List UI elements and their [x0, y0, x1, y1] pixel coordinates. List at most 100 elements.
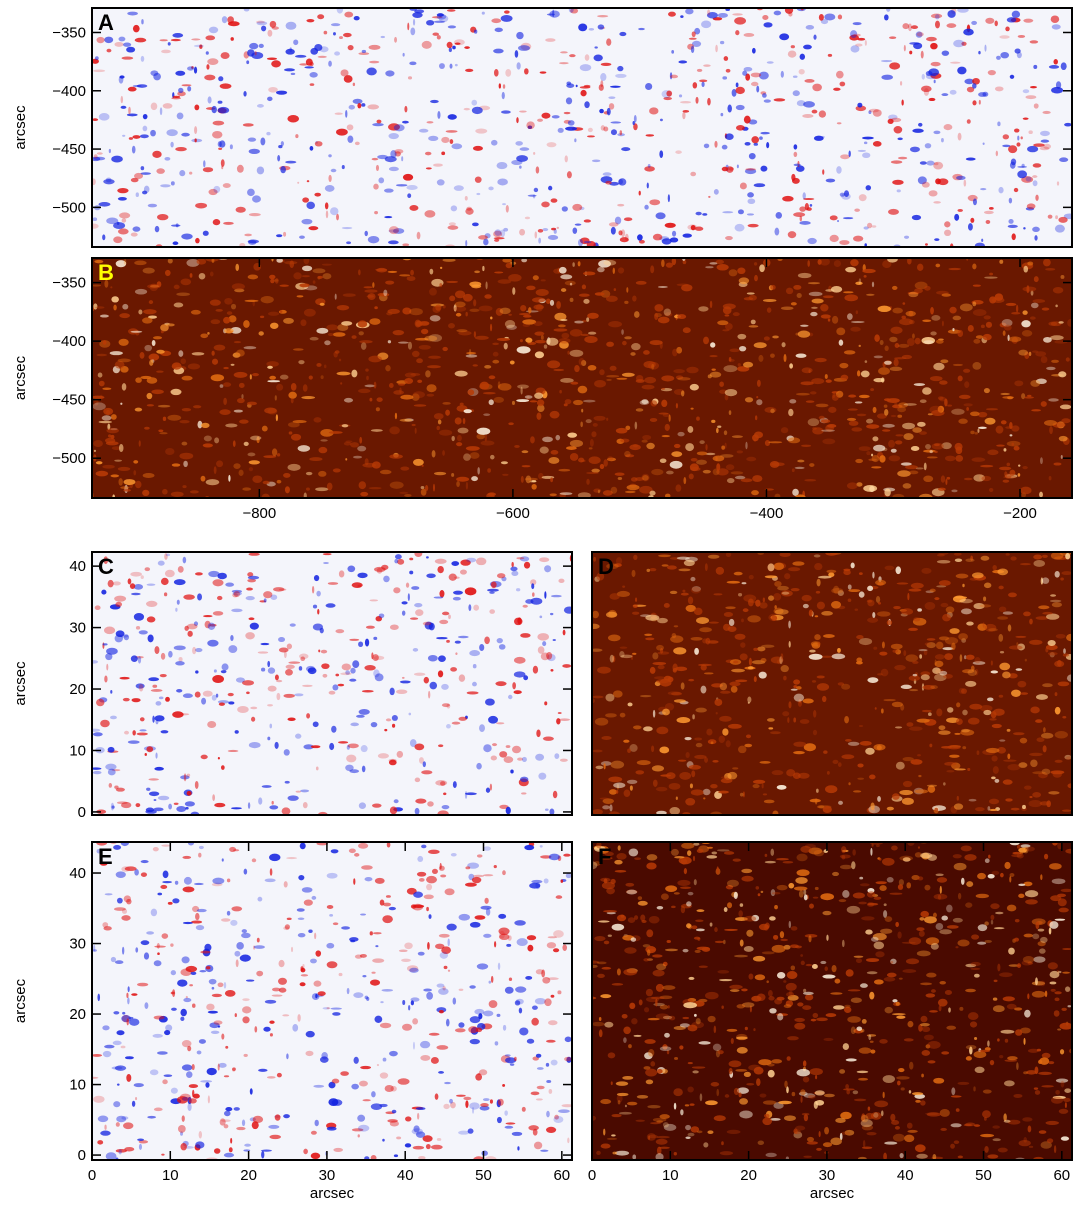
feature: [971, 21, 977, 25]
feature: [230, 635, 233, 641]
feature: [660, 119, 663, 122]
feature: [484, 294, 491, 298]
feature: [896, 1076, 909, 1079]
feature: [762, 1117, 772, 1125]
feature: [361, 745, 368, 752]
feature: [157, 943, 160, 949]
feature: [448, 614, 451, 619]
feature: [495, 229, 502, 235]
feature: [747, 615, 760, 622]
feature: [589, 28, 594, 31]
feature: [726, 69, 731, 73]
feature: [570, 453, 578, 461]
feature: [747, 292, 755, 294]
feature: [114, 786, 118, 789]
feature: [622, 585, 625, 587]
feature: [578, 386, 588, 394]
feature: [1019, 1140, 1031, 1146]
feature: [494, 865, 497, 868]
feature: [1061, 275, 1065, 279]
feature: [388, 133, 398, 139]
feature: [225, 990, 236, 997]
feature: [897, 582, 909, 584]
feature: [696, 743, 703, 747]
feature: [867, 677, 878, 683]
feature: [455, 64, 458, 66]
feature: [597, 974, 605, 978]
feature: [474, 29, 477, 33]
feature: [1013, 732, 1025, 735]
feature: [877, 796, 881, 802]
feature: [114, 460, 122, 462]
feature: [437, 14, 447, 20]
feature: [135, 38, 147, 43]
feature: [117, 188, 128, 193]
feature: [912, 215, 921, 220]
feature: [474, 331, 476, 337]
feature: [196, 925, 204, 930]
feature: [777, 972, 785, 979]
feature: [366, 376, 369, 380]
feature: [780, 931, 784, 938]
feature: [662, 985, 675, 990]
feature: [673, 647, 686, 654]
feature: [1054, 1145, 1056, 1153]
feature: [924, 885, 930, 891]
feature: [703, 337, 709, 345]
feature: [804, 1114, 808, 1121]
feature: [405, 372, 416, 377]
feature: [401, 959, 411, 962]
feature: [638, 896, 642, 900]
feature: [142, 317, 153, 323]
feature: [446, 724, 451, 728]
feature: [409, 205, 418, 211]
feature: [396, 689, 407, 694]
feature: [1023, 882, 1032, 887]
feature: [383, 576, 390, 583]
feature: [166, 129, 177, 136]
feature: [822, 911, 831, 915]
feature: [816, 1017, 828, 1021]
feature: [344, 398, 353, 403]
feature: [660, 679, 672, 687]
feature: [161, 653, 165, 660]
feature: [615, 870, 627, 873]
feature: [890, 367, 903, 371]
feature: [800, 54, 805, 60]
feature: [249, 43, 258, 49]
feature: [647, 854, 658, 860]
feature: [673, 668, 677, 673]
feature: [283, 1114, 290, 1118]
feature: [764, 800, 775, 804]
feature: [455, 641, 461, 644]
feature: [442, 612, 449, 616]
feature: [1035, 351, 1046, 356]
feature: [950, 90, 957, 95]
feature: [565, 155, 568, 162]
feature: [231, 807, 242, 809]
feature: [194, 67, 197, 74]
feature: [837, 648, 841, 653]
feature: [538, 473, 543, 479]
feature: [943, 782, 946, 785]
feature: [254, 945, 265, 949]
feature: [484, 898, 488, 904]
feature: [681, 593, 689, 596]
feature: [402, 1000, 405, 1005]
feature: [194, 138, 196, 142]
feature: [361, 342, 367, 350]
feature: [106, 1152, 117, 1160]
feature: [902, 423, 915, 430]
feature: [161, 330, 164, 333]
feature: [181, 234, 193, 240]
feature: [991, 670, 998, 673]
feature: [286, 665, 295, 669]
feature: [827, 771, 830, 775]
feature: [693, 856, 695, 861]
feature: [414, 404, 427, 407]
feature: [186, 1071, 192, 1078]
feature: [897, 1081, 901, 1086]
feature: [564, 1057, 572, 1061]
feature: [810, 391, 817, 394]
feature: [741, 619, 744, 623]
